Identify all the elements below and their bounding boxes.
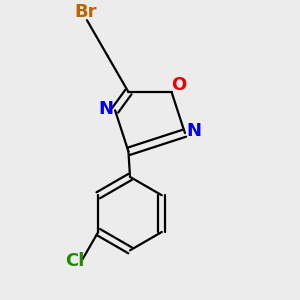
Text: N: N bbox=[186, 122, 201, 140]
Text: O: O bbox=[171, 76, 186, 94]
Text: Br: Br bbox=[74, 3, 97, 21]
Text: N: N bbox=[99, 100, 114, 118]
Text: Cl: Cl bbox=[64, 252, 84, 270]
